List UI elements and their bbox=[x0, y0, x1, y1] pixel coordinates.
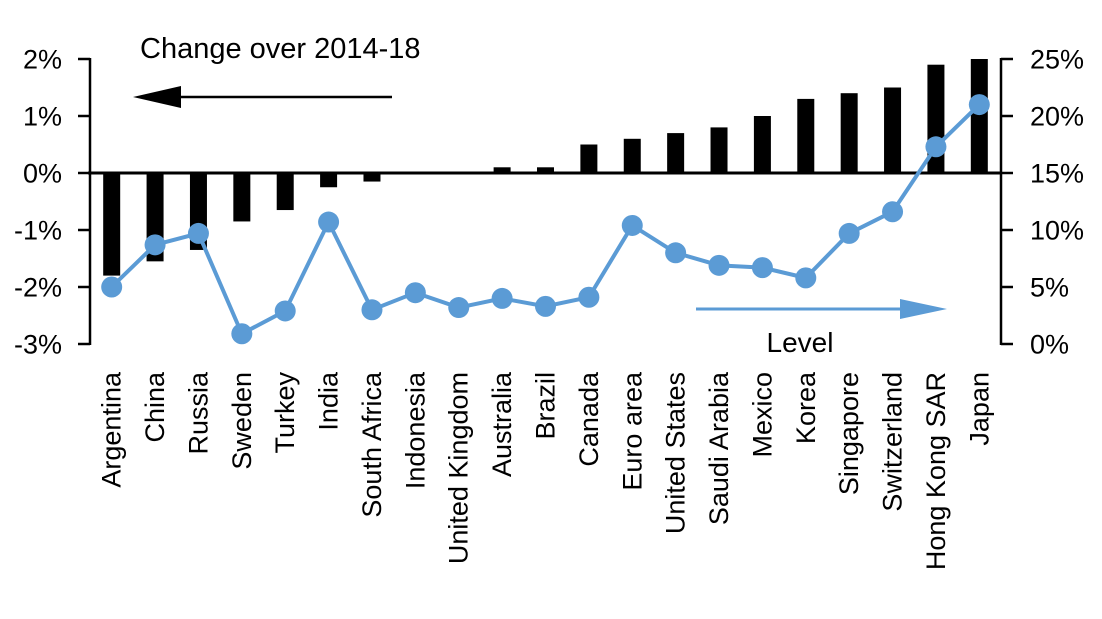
left-axis-tick-label: -2% bbox=[14, 273, 62, 303]
category-label-Sweden: Sweden bbox=[227, 372, 257, 470]
bar-India bbox=[320, 173, 338, 188]
category-label-Argentina: Argentina bbox=[97, 371, 127, 488]
marker-Euro area bbox=[621, 214, 643, 236]
right-arrow-icon bbox=[696, 299, 947, 319]
category-label-Japan: Japan bbox=[964, 372, 994, 446]
category-label-Euro area: Euro area bbox=[617, 371, 647, 491]
line-series bbox=[101, 94, 990, 345]
category-label-United Kingdom: United Kingdom bbox=[444, 372, 474, 564]
category-label-Brazil: Brazil bbox=[531, 372, 561, 440]
category-label-China: China bbox=[140, 371, 170, 443]
bar-Mexico bbox=[753, 116, 771, 173]
left-axis-tick-label: -1% bbox=[14, 216, 62, 246]
right-axis-tick-label: 15% bbox=[1030, 159, 1084, 189]
marker-Indonesia bbox=[404, 282, 426, 304]
right-axis-tick-label: 0% bbox=[1030, 330, 1069, 360]
category-label-Hong Kong SAR: Hong Kong SAR bbox=[921, 372, 951, 570]
left-axis-tick-label: -3% bbox=[14, 330, 62, 360]
marker-Australia bbox=[491, 287, 513, 309]
category-labels: Argentina China Russia Sweden Turkey India Sou… bbox=[97, 371, 995, 570]
marker-Saudi Arabia bbox=[708, 254, 730, 276]
bar-Euro area bbox=[623, 138, 641, 173]
bar-Brazil bbox=[537, 167, 554, 173]
bar-Argentina bbox=[103, 173, 121, 276]
bar-Turkey bbox=[276, 173, 294, 211]
marker-China bbox=[144, 234, 166, 256]
marker-Switzerland bbox=[882, 201, 904, 223]
category-label-Canada: Canada bbox=[574, 371, 604, 467]
marker-South Africa bbox=[361, 299, 383, 321]
category-label-Australia: Australia bbox=[487, 371, 517, 477]
bar-South Africa bbox=[363, 173, 381, 182]
left-axis-tick-label: 0% bbox=[23, 159, 62, 189]
bar-Switzerland bbox=[884, 87, 902, 173]
marker-United Kingdom bbox=[448, 297, 470, 319]
category-label-Switzerland: Switzerland bbox=[878, 372, 908, 512]
right-axis-tick-label: 5% bbox=[1030, 273, 1069, 303]
category-label-Mexico: Mexico bbox=[747, 372, 777, 458]
bar-Singapore bbox=[840, 93, 858, 173]
category-label-Russia: Russia bbox=[183, 371, 213, 455]
category-label-Korea: Korea bbox=[791, 371, 821, 444]
marker-Brazil bbox=[535, 295, 556, 317]
bar-series-label: Change over 2014-18 bbox=[140, 33, 421, 65]
category-label-Indonesia: Indonesia bbox=[400, 371, 430, 489]
category-label-United States: United States bbox=[661, 372, 691, 534]
bar-Japan bbox=[970, 59, 988, 173]
marker-United States bbox=[665, 242, 687, 264]
axis-tick-labels: 2% 1% 0% -1% -2% -3% 25% 20% 15% 10% 5% 0% bbox=[14, 45, 1084, 360]
bar-United States bbox=[667, 133, 685, 173]
category-label-Saudi Arabia: Saudi Arabia bbox=[704, 371, 734, 525]
right-axis-tick-label: 10% bbox=[1030, 216, 1084, 246]
right-axis-tick-label: 20% bbox=[1030, 102, 1084, 132]
left-axis-tick-label: 2% bbox=[23, 45, 62, 75]
bar-series bbox=[103, 59, 988, 276]
bar-Australia bbox=[493, 167, 511, 173]
marker-Argentina bbox=[101, 276, 123, 298]
marker-Russia bbox=[187, 222, 209, 244]
marker-Hong Kong SAR bbox=[925, 136, 947, 158]
axes bbox=[78, 57, 1013, 346]
line-series-label: Level bbox=[767, 327, 834, 358]
bar-Saudi Arabia bbox=[710, 127, 728, 173]
left-axis-tick-label: 1% bbox=[23, 102, 62, 132]
marker-India bbox=[318, 211, 340, 233]
right-axis-tick-label: 25% bbox=[1030, 45, 1084, 75]
marker-Korea bbox=[795, 267, 817, 289]
marker-Canada bbox=[578, 286, 600, 308]
category-label-India: India bbox=[314, 371, 344, 431]
marker-Japan bbox=[968, 94, 990, 116]
marker-Singapore bbox=[838, 222, 860, 244]
bar-Canada bbox=[580, 144, 598, 173]
bar-Sweden bbox=[233, 173, 251, 222]
bar-Korea bbox=[797, 98, 815, 173]
marker-Sweden bbox=[231, 323, 253, 345]
marker-Turkey bbox=[274, 300, 296, 322]
marker-Mexico bbox=[751, 257, 773, 279]
category-label-Turkey: Turkey bbox=[270, 372, 300, 454]
category-label-Singapore: Singapore bbox=[834, 372, 864, 495]
left-arrow-icon bbox=[133, 86, 392, 108]
category-label-South Africa: South Africa bbox=[357, 371, 387, 518]
